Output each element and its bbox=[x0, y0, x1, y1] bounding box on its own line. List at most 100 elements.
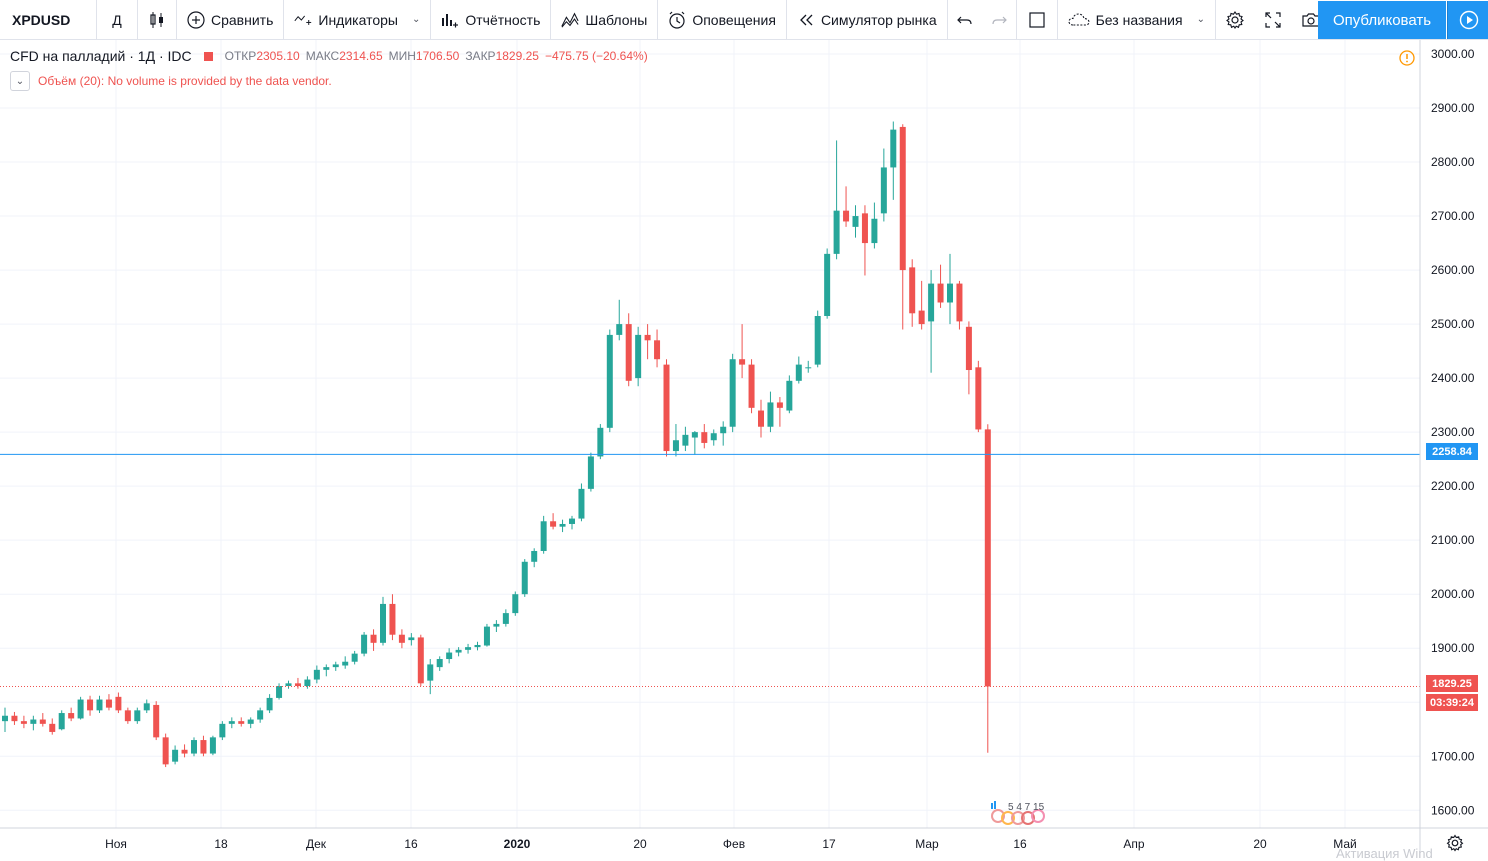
low-label: МИН bbox=[388, 49, 416, 63]
financials-button[interactable]: Отчётность bbox=[431, 0, 550, 40]
candle-body bbox=[181, 749, 188, 754]
price-chart[interactable]: 3000.00 2900.00 2800.00 2700.00 2600.00 2500.… bbox=[0, 40, 1488, 858]
candle-body bbox=[616, 324, 623, 335]
price-tick-label: 2700.00 bbox=[1431, 209, 1475, 223]
candle-body bbox=[11, 715, 18, 722]
price-tick-label: 2900.00 bbox=[1431, 101, 1475, 115]
open-value: 2305.10 bbox=[256, 49, 300, 63]
candle-body bbox=[247, 719, 254, 724]
settings-button[interactable] bbox=[1216, 0, 1254, 40]
candle-body bbox=[228, 721, 235, 724]
candle-body bbox=[937, 283, 944, 303]
price-tick-label: 1700.00 bbox=[1431, 749, 1475, 763]
price-tick-label: 2300.00 bbox=[1431, 425, 1475, 439]
undo-button[interactable] bbox=[948, 0, 982, 40]
time-tick-label: 2020 bbox=[504, 837, 531, 851]
candle-body bbox=[219, 723, 226, 738]
toolbar-separator bbox=[430, 0, 432, 40]
candle-body bbox=[739, 359, 746, 365]
candle-body bbox=[606, 334, 613, 428]
toolbar-separator bbox=[1056, 0, 1058, 40]
time-axis[interactable]: Ноя 18 Дек 16 2020 20 Фев 17 Мар 16 Апр 20 Май bbox=[105, 837, 1357, 851]
candle-body bbox=[512, 594, 519, 614]
camera-icon bbox=[1302, 12, 1320, 27]
candle-body bbox=[890, 129, 897, 168]
toolbar-separator bbox=[176, 0, 177, 40]
layout-name-button[interactable]: Без названия ⌄ bbox=[1058, 0, 1215, 40]
time-tick-label: 17 bbox=[822, 837, 836, 851]
candle-body bbox=[654, 340, 661, 360]
candle-body bbox=[49, 723, 56, 732]
price-tick-label: 3000.00 bbox=[1431, 47, 1475, 61]
interval-button[interactable]: Д bbox=[97, 0, 137, 40]
replay-button[interactable]: Симулятор рынка bbox=[787, 0, 947, 40]
high-value: 2314.65 bbox=[339, 49, 383, 63]
time-tick-label: Апр bbox=[1123, 837, 1145, 851]
chevron-down-icon[interactable]: ⌄ bbox=[1196, 14, 1205, 25]
candles-icon bbox=[150, 11, 163, 28]
toolbar-separator bbox=[283, 0, 285, 40]
alerts-button[interactable]: Оповещения bbox=[658, 0, 786, 40]
square-icon bbox=[1029, 11, 1045, 28]
chart-type-button[interactable] bbox=[138, 0, 176, 40]
candle-body bbox=[861, 213, 868, 244]
candle-body bbox=[947, 283, 953, 303]
indicators-button[interactable]: Индикаторы ⌄ bbox=[284, 0, 430, 40]
events-icon bbox=[991, 801, 1045, 825]
chart-legend: CFD на палладий · 1Д · IDC ОТКР 2305.10 М… bbox=[10, 48, 648, 64]
symbol-search-button[interactable]: XPDUSD bbox=[0, 0, 96, 40]
chevron-down-icon[interactable]: ⌄ bbox=[411, 14, 421, 25]
fullscreen-button[interactable] bbox=[1254, 0, 1292, 40]
close-label: ЗАКР bbox=[465, 49, 496, 63]
events-marker[interactable]: 5 4 7 15 bbox=[988, 800, 1048, 826]
toolbar-separator bbox=[550, 0, 552, 40]
chart-grid bbox=[0, 40, 1420, 828]
templates-icon bbox=[561, 11, 579, 28]
candle-body bbox=[965, 326, 972, 371]
candle-body bbox=[795, 364, 802, 381]
publish-options-button[interactable] bbox=[1447, 1, 1488, 39]
gear-icon bbox=[1226, 10, 1244, 29]
time-tick-label: Дек bbox=[306, 837, 327, 851]
compare-button[interactable]: Сравнить bbox=[177, 0, 283, 40]
candle-body bbox=[871, 218, 878, 244]
price-tick-label: 1600.00 bbox=[1431, 803, 1475, 817]
candle-body bbox=[483, 626, 490, 646]
snapshot-button[interactable] bbox=[1292, 0, 1330, 40]
candle-body bbox=[880, 167, 887, 214]
templates-button[interactable]: Шаблоны bbox=[551, 0, 657, 40]
candle-body bbox=[304, 679, 311, 687]
candle-body bbox=[209, 737, 216, 754]
redo-button[interactable] bbox=[982, 0, 1016, 40]
collapse-legend-button[interactable]: ⌄ bbox=[10, 71, 30, 91]
chart-area[interactable]: 3000.00 2900.00 2800.00 2700.00 2600.00 2500.… bbox=[0, 40, 1488, 858]
candle-body bbox=[200, 740, 207, 754]
templates-label: Шаблоны bbox=[585, 11, 648, 28]
candle-body bbox=[68, 713, 75, 719]
toolbar-separator bbox=[946, 0, 948, 40]
candle-body bbox=[427, 664, 434, 681]
warning-icon[interactable] bbox=[1399, 50, 1415, 66]
price-axis[interactable]: 3000.00 2900.00 2800.00 2700.00 2600.00 2500.… bbox=[1431, 47, 1475, 817]
fullscreen-layout-button[interactable] bbox=[1017, 0, 1057, 40]
candle-body bbox=[266, 697, 273, 711]
candle-body bbox=[96, 699, 103, 711]
candle-body bbox=[172, 749, 179, 762]
price-tick-label: 2200.00 bbox=[1431, 479, 1475, 493]
candle-body bbox=[105, 699, 112, 708]
bar-countdown: 03:39:24 bbox=[1429, 696, 1475, 709]
toolbar-separator bbox=[137, 0, 138, 40]
publish-button[interactable]: Опубликовать bbox=[1318, 1, 1446, 39]
price-tick-label: 2000.00 bbox=[1431, 587, 1475, 601]
price-tick-label: 2800.00 bbox=[1431, 155, 1475, 169]
candle-body bbox=[521, 561, 528, 595]
candle-body bbox=[597, 427, 604, 457]
axis-settings-icon[interactable] bbox=[1446, 834, 1464, 852]
toolbar-separator bbox=[657, 0, 659, 40]
layout-name-label: Без названия bbox=[1095, 11, 1183, 28]
candle-body bbox=[87, 699, 94, 711]
price-tick-label: 2600.00 bbox=[1431, 263, 1475, 277]
candle-body bbox=[2, 715, 8, 722]
legend-title: CFD на палладий · 1Д · IDC bbox=[10, 48, 192, 64]
change-value: −475.75 (−20.64%) bbox=[544, 49, 648, 63]
